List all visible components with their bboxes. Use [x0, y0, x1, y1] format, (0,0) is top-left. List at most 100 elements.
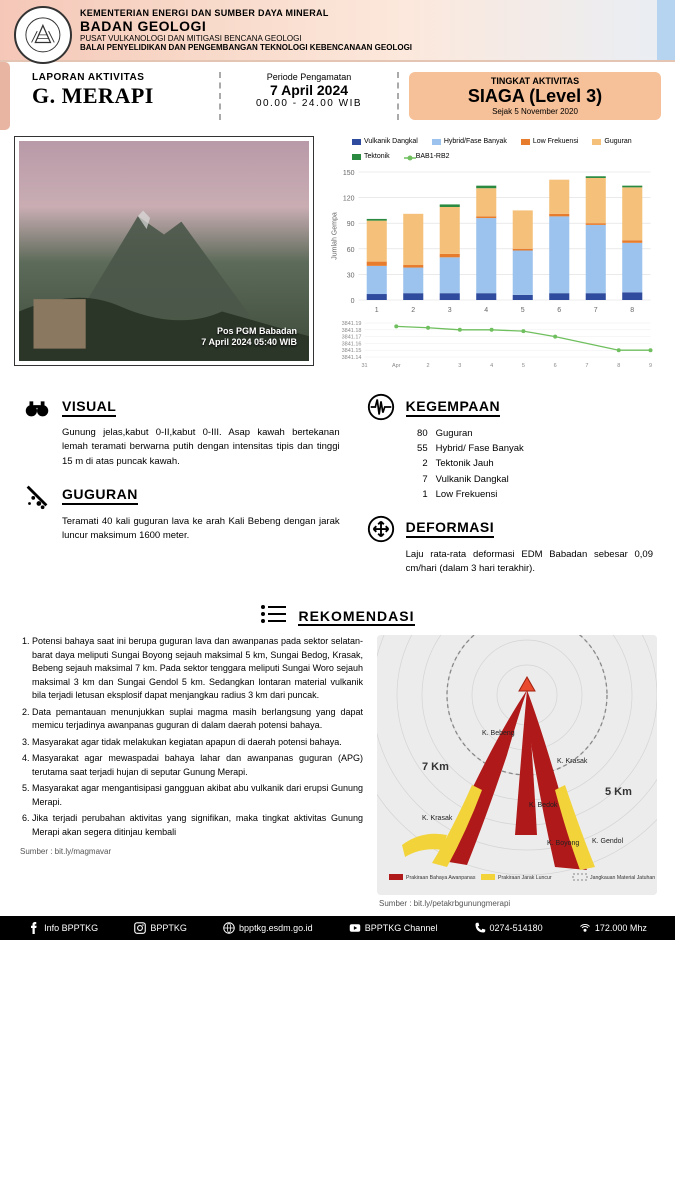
observation-photo: Pos PGM Babadan 7 April 2024 05:40 WIB — [14, 136, 314, 366]
svg-text:7 Km: 7 Km — [422, 761, 449, 773]
photo-timestamp: 7 April 2024 05:40 WIB — [201, 337, 297, 349]
rekomendasi-header: REKOMENDASI — [0, 604, 675, 629]
rekom-item: Masyarakat agar mengantisipasi gangguan … — [32, 782, 363, 809]
svg-text:7: 7 — [585, 363, 588, 369]
legend-item: Hybrid/Fase Banyak — [432, 138, 507, 145]
svg-text:1: 1 — [375, 307, 379, 314]
svg-text:3841.15: 3841.15 — [342, 348, 362, 354]
svg-text:K. Boyong: K. Boyong — [547, 840, 579, 847]
svg-text:3841.19: 3841.19 — [342, 321, 362, 327]
svg-text:2: 2 — [427, 363, 430, 369]
svg-text:3841.18: 3841.18 — [342, 328, 362, 334]
header-bar: KEMENTERIAN ENERGI DAN SUMBER DAYA MINER… — [0, 0, 675, 62]
hazard-map: 7 Km 5 Km K. Bebeng K. Krasak K. Bedok K. Boy… — [377, 635, 657, 895]
seismograph-icon — [366, 392, 396, 422]
kegempaan-item: 55Hybrid/ Fase Banyak — [406, 441, 653, 456]
rockfall-icon — [22, 481, 52, 511]
svg-text:6: 6 — [557, 307, 561, 314]
svg-text:120: 120 — [343, 196, 355, 203]
visual-body: Gunung jelas,kabut 0-II,kabut 0-III. Asa… — [22, 426, 340, 469]
dept-name: PUSAT VULKANOLOGI DAN MITIGASI BENCANA G… — [80, 34, 661, 43]
binoculars-icon — [22, 392, 52, 422]
rekom-item: Masyarakat agar mewaspadai bahaya lahar … — [32, 752, 363, 779]
svg-text:K. Krasak: K. Krasak — [557, 758, 588, 765]
footer-item: 0274-514180 — [474, 922, 543, 934]
stacked-bar-chart: 0306090120150Jumlah Gempa12345678 — [322, 166, 661, 316]
rekom-item: Jika terjadi perubahan aktivitas yang si… — [32, 812, 363, 839]
level-block: TINGKAT AKTIVITAS SIAGA (Level 3) Sejak … — [409, 72, 661, 120]
kegempaan-item: 7Vulkanik Dangkal — [406, 472, 653, 487]
kegempaan-title: KEGEMPAAN — [406, 398, 500, 417]
visual-title: VISUAL — [62, 398, 116, 417]
svg-text:K. Bedok: K. Bedok — [529, 802, 558, 809]
svg-text:Jangkauan Material Jatuhan: Jangkauan Material Jatuhan — [590, 875, 655, 881]
report-title-block: LAPORAN AKTIVITAS G. MERAPI — [14, 72, 209, 120]
level-value: SIAGA (Level 3) — [415, 86, 655, 107]
deformation-icon — [366, 514, 396, 544]
svg-text:K. Krasak: K. Krasak — [422, 815, 453, 822]
footer-item: bpptkg.esdm.go.id — [223, 922, 313, 934]
rekom-item: Potensi bahaya saat ini berupa guguran l… — [32, 635, 363, 703]
map-source: Sumber : bit.ly/petakrbgunungmerapi — [377, 895, 657, 908]
volcano-name: G. MERAPI — [32, 83, 209, 109]
svg-text:0: 0 — [351, 298, 355, 305]
report-label: LAPORAN AKTIVITAS — [32, 72, 209, 83]
agency-name: BADAN GEOLOGI — [80, 18, 661, 34]
visual-section: VISUAL Gunung jelas,kabut 0-II,kabut 0-I… — [22, 392, 340, 469]
svg-text:90: 90 — [347, 221, 355, 228]
deformation-line-chart: 3841.143841.153841.163841.173841.183841.… — [322, 321, 661, 369]
photo-location: Pos PGM Babadan — [201, 326, 297, 338]
svg-text:K. Bebeng: K. Bebeng — [482, 730, 515, 737]
legend-item: Low Frekuensi — [521, 138, 579, 145]
kegempaan-list: 80Guguran55Hybrid/ Fase Banyak2Tektonik … — [366, 426, 653, 502]
svg-text:30: 30 — [347, 272, 355, 279]
svg-text:Jumlah Gempa: Jumlah Gempa — [332, 212, 339, 260]
header-stripe — [657, 0, 675, 60]
svg-text:3: 3 — [458, 363, 461, 369]
title-bar: LAPORAN AKTIVITAS G. MERAPI Periode Peng… — [0, 62, 675, 130]
legend-item: BAB1-RB2 — [404, 153, 450, 160]
level-label: TINGKAT AKTIVITAS — [415, 76, 655, 86]
svg-text:5 Km: 5 Km — [605, 786, 632, 798]
guguran-body: Teramati 40 kali guguran lava ke arah Ka… — [22, 515, 340, 544]
seismicity-chart: Vulkanik DangkalHybrid/Fase BanyakLow Fr… — [322, 136, 661, 374]
legend-item: Tektonik — [352, 153, 390, 160]
svg-text:3841.17: 3841.17 — [342, 335, 362, 341]
svg-text:8: 8 — [617, 363, 620, 369]
svg-text:8: 8 — [630, 307, 634, 314]
svg-text:9: 9 — [649, 363, 652, 369]
svg-text:31: 31 — [361, 363, 367, 369]
svg-text:6: 6 — [554, 363, 557, 369]
kegempaan-item: 1Low Frekuensi — [406, 487, 653, 502]
svg-text:5: 5 — [521, 307, 525, 314]
kegempaan-section: KEGEMPAAN 80Guguran55Hybrid/ Fase Banyak… — [366, 392, 653, 502]
ministry-name: KEMENTERIAN ENERGI DAN SUMBER DAYA MINER… — [80, 8, 661, 18]
svg-text:3841.14: 3841.14 — [342, 355, 362, 361]
guguran-section: GUGURAN Teramati 40 kali guguran lava ke… — [22, 481, 340, 544]
svg-text:7: 7 — [594, 307, 598, 314]
balai-name: BALAI PENYELIDIKAN DAN PENGEMBANGAN TEKN… — [80, 43, 661, 52]
svg-text:60: 60 — [347, 247, 355, 254]
svg-text:Apr: Apr — [392, 363, 401, 369]
rekomendasi-title: REKOMENDASI — [298, 608, 414, 626]
deformasi-title: DEFORMASI — [406, 519, 495, 538]
footer-item: Info BPPTKG — [28, 922, 98, 934]
svg-text:4: 4 — [490, 363, 493, 369]
rekomendasi-list: Potensi bahaya saat ini berupa guguran l… — [18, 635, 363, 908]
photo-caption: Pos PGM Babadan 7 April 2024 05:40 WIB — [201, 326, 297, 349]
guguran-title: GUGURAN — [62, 486, 138, 505]
period-label: Periode Pengamatan — [229, 72, 389, 82]
level-since: Sejak 5 November 2020 — [415, 107, 655, 116]
footer-item: 172.000 Mhz — [579, 922, 647, 934]
svg-text:Prakiraan Bahaya Awanpanas: Prakiraan Bahaya Awanpanas — [406, 875, 476, 881]
footer-item: BPPTKG — [134, 922, 187, 934]
svg-text:3841.16: 3841.16 — [342, 341, 362, 347]
svg-text:K. Gendol: K. Gendol — [592, 838, 624, 845]
svg-text:5: 5 — [522, 363, 525, 369]
legend-item: Guguran — [592, 138, 631, 145]
period-time: 00.00 - 24.00 WIB — [229, 98, 389, 109]
footer-item: BPPTKG Channel — [349, 922, 438, 934]
svg-text:3: 3 — [448, 307, 452, 314]
rekom-item: Masyarakat agar tidak melakukan kegiatan… — [32, 736, 363, 750]
deformasi-body: Laju rata-rata deformasi EDM Babadan seb… — [366, 548, 653, 577]
